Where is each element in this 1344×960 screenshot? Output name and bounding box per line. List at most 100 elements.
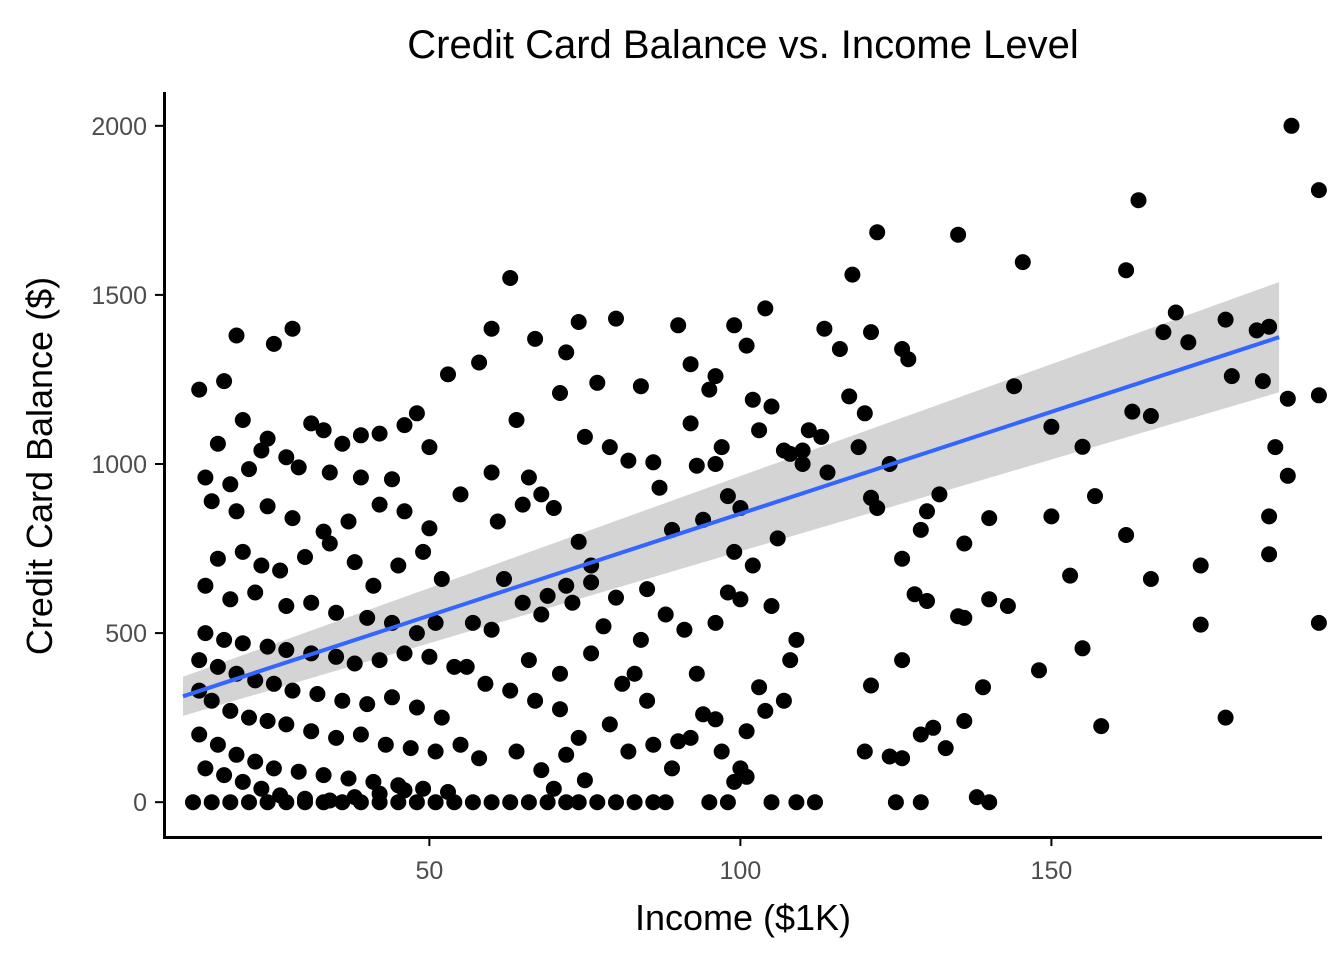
- scatter-point: [676, 621, 693, 638]
- scatter-point: [552, 385, 568, 401]
- scatter-point: [203, 794, 220, 811]
- scatter-point: [340, 770, 357, 787]
- scatter-point: [309, 686, 326, 702]
- scatter-point: [632, 378, 649, 395]
- scatter-point: [1155, 324, 1172, 341]
- scatter-point: [471, 354, 488, 371]
- scatter-point: [576, 428, 593, 445]
- scatter-point: [1074, 438, 1091, 455]
- scatter-point: [209, 550, 226, 567]
- scatter-point: [278, 642, 295, 658]
- x-tick-label: 150: [1031, 857, 1073, 885]
- scatter-point: [502, 270, 519, 286]
- scatter-point: [981, 510, 998, 527]
- scatter-point: [290, 459, 307, 476]
- scatter-point: [265, 760, 282, 777]
- scatter-point: [1192, 616, 1209, 633]
- scatter-point: [259, 794, 276, 811]
- scatter-point: [651, 479, 668, 496]
- scatter-point: [209, 658, 226, 675]
- scatter-point: [570, 314, 587, 330]
- scatter-point: [813, 428, 830, 445]
- scatter-point: [234, 412, 251, 428]
- scatter-point: [576, 772, 593, 789]
- scatter-point: [352, 794, 369, 811]
- scatter-point: [471, 750, 488, 767]
- scatter-point: [278, 716, 295, 733]
- scatter-point: [452, 486, 469, 503]
- scatter-point: [1279, 467, 1296, 484]
- scatter-point: [520, 794, 537, 811]
- scatter-point: [514, 496, 531, 513]
- scatter-point: [1031, 662, 1047, 679]
- scatter-point: [384, 689, 400, 706]
- scatter-point: [788, 794, 805, 811]
- scatter-point: [253, 557, 270, 574]
- scatter-point: [545, 500, 562, 516]
- scatter-point: [608, 310, 624, 327]
- scatter-point: [284, 320, 301, 337]
- scatter-point: [483, 794, 500, 811]
- scatter-point: [384, 471, 400, 488]
- scatter-point: [1223, 368, 1240, 385]
- scatter-point: [315, 767, 332, 784]
- scatter-point: [751, 679, 768, 696]
- scatter-point: [900, 351, 917, 368]
- scatter-point: [639, 581, 656, 598]
- scatter-point: [265, 675, 282, 692]
- scatter-point: [788, 631, 805, 648]
- scatter-point: [639, 692, 656, 709]
- scatter-point: [321, 464, 338, 481]
- scatter-point: [346, 554, 363, 571]
- chart-title: Credit Card Balance vs. Income Level: [407, 23, 1078, 67]
- scatter-point: [1310, 614, 1327, 631]
- scatter-point: [956, 713, 973, 729]
- scatter-point: [841, 388, 858, 405]
- scatter-point: [719, 584, 736, 601]
- scatter-point: [738, 337, 755, 354]
- scatter-point: [558, 794, 575, 811]
- scatter-point: [297, 794, 313, 811]
- scatter-point: [359, 609, 376, 626]
- scatter-point: [707, 456, 724, 472]
- scatter-point: [912, 726, 929, 743]
- scatter-point: [328, 648, 345, 665]
- scatter-point: [726, 543, 743, 560]
- scatter-point: [632, 631, 649, 648]
- scatter-point: [894, 652, 911, 669]
- scatter-point: [763, 398, 780, 415]
- scatter-point: [664, 760, 680, 777]
- scatter-point: [446, 658, 463, 675]
- scatter-point: [1062, 567, 1079, 584]
- scatter-point: [570, 794, 587, 811]
- scatter-point: [328, 729, 345, 746]
- scatter-point: [222, 702, 239, 719]
- scatter-point: [816, 320, 833, 337]
- scatter-point: [241, 709, 257, 726]
- scatter-point: [483, 320, 500, 337]
- scatter-point: [290, 763, 307, 780]
- scatter-point: [222, 794, 239, 811]
- scatter-point: [371, 425, 388, 442]
- scatter-point: [527, 692, 544, 709]
- y-axis-title: Credit Card Balance ($): [19, 277, 60, 655]
- scatter-point: [533, 486, 550, 503]
- scatter-point: [552, 701, 568, 718]
- scatter-point: [707, 368, 724, 385]
- scatter-point: [558, 746, 575, 763]
- regression-line: [182, 335, 1280, 699]
- scatter-point: [303, 723, 320, 740]
- scatter-point: [278, 449, 295, 466]
- scatter-point: [1142, 408, 1159, 424]
- scatter-point: [999, 598, 1016, 614]
- scatter-point: [570, 729, 587, 746]
- scatter-point: [284, 510, 301, 527]
- scatter-point: [552, 665, 568, 682]
- scatter-point: [483, 464, 500, 481]
- scatter-point: [508, 743, 525, 760]
- scatter-point: [726, 773, 743, 790]
- scatter-point: [763, 794, 780, 811]
- scatter-point: [483, 621, 500, 638]
- scatter-point: [502, 682, 519, 699]
- scatter-point: [589, 794, 606, 811]
